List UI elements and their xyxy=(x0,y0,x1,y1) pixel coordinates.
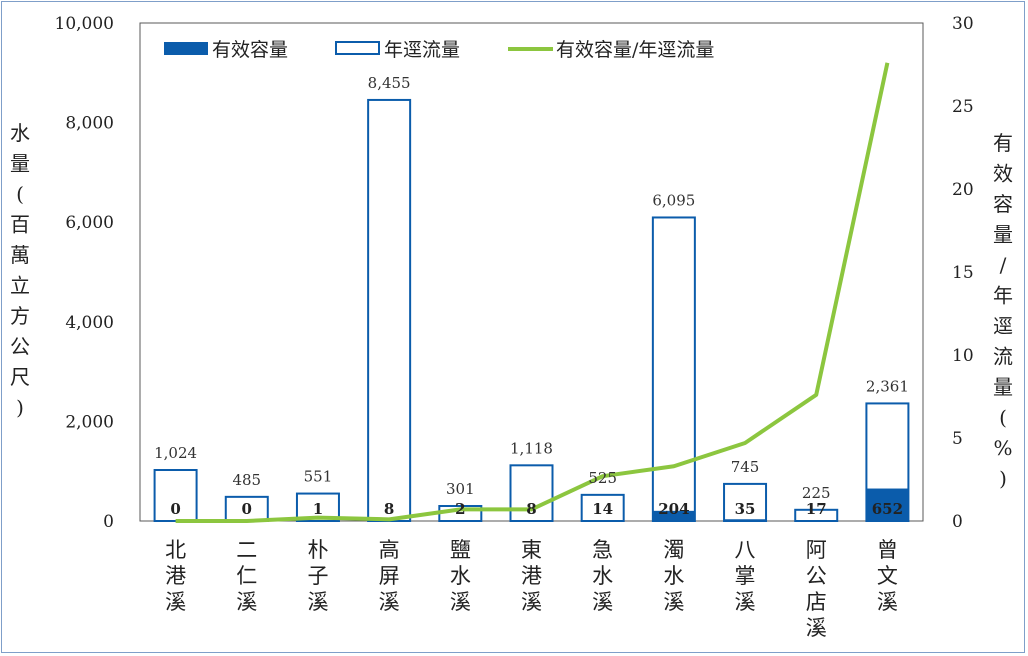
capacity-bars xyxy=(296,488,909,521)
legend-label-runoff: 年逕流量 xyxy=(384,39,460,61)
data-labels: 1,024 485 551 8,455 301 1,118 525 6,095 745 225 2,… xyxy=(154,74,909,518)
category-label: 曾文溪 xyxy=(877,538,898,614)
runoff-bar xyxy=(509,464,554,523)
runoff-value-label: 301 xyxy=(446,480,475,498)
left-tick-label: 10,000 xyxy=(55,14,114,34)
right-tick-label: 10 xyxy=(952,346,974,366)
capacity-bar xyxy=(724,519,767,521)
capacity-value-label: 14 xyxy=(592,500,613,518)
capacity-value-label: 0 xyxy=(170,500,180,518)
right-axis-title: 有效容量/年逕流量(%) xyxy=(993,131,1013,491)
left-tick-label: 0 xyxy=(103,512,114,532)
runoff-bar xyxy=(723,482,768,522)
left-tick-label: 6,000 xyxy=(65,213,114,233)
capacity-bar xyxy=(795,520,838,521)
legend-swatch-capacity xyxy=(164,42,208,55)
left-tick-label: 4,000 xyxy=(65,313,114,333)
capacity-value-label: 652 xyxy=(872,500,903,518)
right-tick-label: 15 xyxy=(952,263,974,283)
runoff-value-label: 745 xyxy=(731,458,760,476)
runoff-value-label: 225 xyxy=(802,484,831,502)
runoff-bar xyxy=(367,98,412,522)
capacity-value-label: 1 xyxy=(313,500,323,518)
right-axis-title-text: 有效容量/年逕流量(%) xyxy=(993,131,1013,491)
category-label: 二仁溪 xyxy=(236,538,257,614)
ratio-line-layer xyxy=(175,62,890,523)
right-tick-label: 0 xyxy=(952,512,963,532)
legend: 有效容量 年逕流量 有效容量/年逕流量 xyxy=(164,39,714,61)
right-tick-label: 5 xyxy=(952,429,963,449)
category-label: 八掌溪 xyxy=(735,538,756,614)
right-tick-label: 25 xyxy=(952,97,974,117)
capacity-value-label: 204 xyxy=(658,500,689,518)
runoff-bars xyxy=(153,98,910,523)
capacity-value-label: 8 xyxy=(526,500,536,518)
left-axis-title-text: 水量(百萬立方公尺) xyxy=(10,121,30,420)
category-label: 北港溪 xyxy=(165,538,186,614)
right-tick-label: 30 xyxy=(952,14,974,34)
runoff-value-label: 525 xyxy=(588,469,617,487)
runoff-bar xyxy=(224,495,269,522)
capacity-bar xyxy=(652,510,695,521)
runoff-value-label: 1,118 xyxy=(510,439,553,457)
left-tick-label: 2,000 xyxy=(65,412,114,432)
capacity-bar xyxy=(866,488,909,521)
runoff-value-label: 2,361 xyxy=(866,377,909,395)
category-label: 濁水溪 xyxy=(663,538,684,614)
legend-label-capacity: 有效容量 xyxy=(212,39,288,61)
legend-swatch-runoff xyxy=(335,41,380,55)
capacity-value-label: 17 xyxy=(806,500,827,518)
category-label: 高屏溪 xyxy=(379,538,400,614)
right-tick-label: 20 xyxy=(952,180,974,200)
left-axis-title: 水量(百萬立方公尺) xyxy=(10,121,30,420)
category-label: 朴子溪 xyxy=(307,538,328,614)
runoff-value-label: 6,095 xyxy=(652,191,695,209)
right-axis-ticks: 0 5 10 15 20 25 30 xyxy=(952,14,974,532)
runoff-value-label: 485 xyxy=(232,471,261,489)
runoff-value-label: 1,024 xyxy=(154,444,197,462)
category-label: 東港溪 xyxy=(521,538,542,614)
category-label: 鹽水溪 xyxy=(450,538,471,614)
runoff-bar xyxy=(651,216,696,522)
runoff-value-label: 551 xyxy=(304,468,333,486)
left-axis-ticks: 0 2,000 4,000 6,000 8,000 10,000 xyxy=(55,14,114,532)
category-label: 阿公店溪 xyxy=(806,538,827,640)
capacity-value-label: 2 xyxy=(455,500,465,518)
legend-label-ratio: 有效容量/年逕流量 xyxy=(556,39,714,61)
capacity-value-label: 35 xyxy=(735,500,756,518)
category-label: 急水溪 xyxy=(592,538,613,614)
category-labels: 北港溪 二仁溪 朴子溪 高屏溪 鹽水溪 東港溪 急水溪 濁水溪 八掌溪 阿公店溪 曾文溪 xyxy=(165,538,898,640)
runoff-value-label: 8,455 xyxy=(368,74,411,92)
capacity-value-label: 0 xyxy=(242,500,252,518)
capacity-bar xyxy=(581,520,624,521)
ratio-line xyxy=(175,62,890,523)
capacity-value-label: 8 xyxy=(384,500,394,518)
left-tick-label: 8,000 xyxy=(65,114,114,134)
